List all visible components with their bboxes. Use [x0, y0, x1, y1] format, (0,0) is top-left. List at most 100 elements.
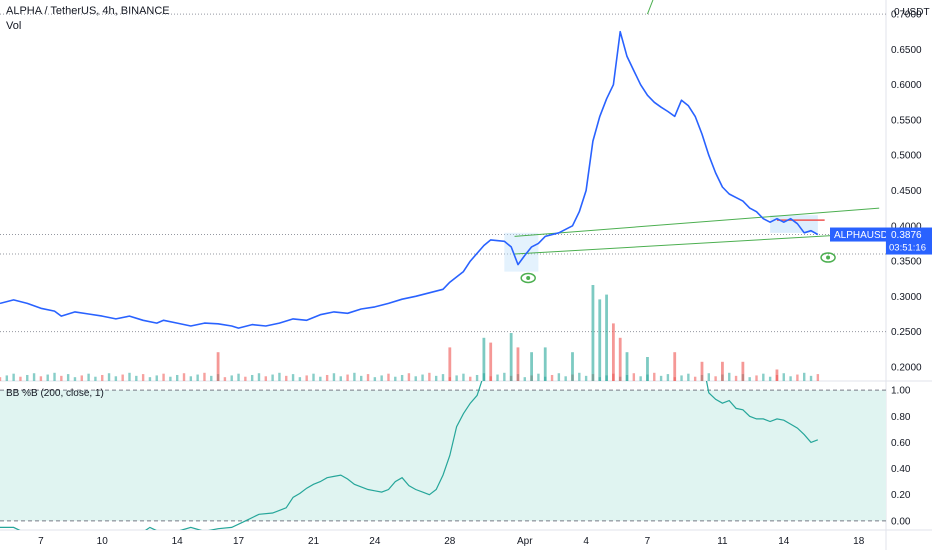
- price-tick-label: 0.6500: [891, 45, 922, 56]
- time-tick-label: 7: [645, 536, 651, 547]
- volume-bar: [237, 373, 240, 381]
- volume-bar: [223, 377, 227, 381]
- volume-bar: [73, 377, 77, 381]
- volume-bar: [571, 352, 574, 381]
- volume-bar: [707, 373, 710, 381]
- time-tick-label: 17: [233, 536, 245, 547]
- price-tick-label: 0.6000: [891, 80, 922, 91]
- volume-bar: [496, 374, 499, 381]
- time-tick-label: 24: [369, 536, 381, 547]
- volume-bar: [605, 294, 608, 381]
- volume-bar: [332, 373, 336, 381]
- price-tick-label: 0.4000: [891, 221, 922, 232]
- symbol-title[interactable]: ALPHA / TetherUS, 4h, BINANCE: [6, 5, 170, 17]
- volume-bar: [625, 352, 629, 381]
- volume-bar: [503, 372, 506, 381]
- time-tick-label: 14: [172, 536, 184, 547]
- bbp-tick-label: 0.80: [891, 412, 911, 423]
- price-unit-label[interactable]: 0 USDT: [894, 7, 930, 18]
- volume-bar: [216, 352, 220, 381]
- volume-bar: [659, 375, 663, 381]
- volume-bar: [155, 375, 158, 381]
- volume-bar: [434, 375, 438, 381]
- volume-bar: [714, 376, 717, 381]
- volume-bar: [244, 376, 247, 381]
- volume-bar: [60, 375, 63, 381]
- volume-bar: [360, 375, 363, 381]
- volume-bar: [250, 374, 254, 381]
- bbp-band-fill: [0, 390, 886, 521]
- volume-bar: [141, 374, 145, 381]
- volume-bar: [346, 374, 349, 381]
- volume-bar: [0, 377, 2, 381]
- bbp-tick-label: 0.40: [891, 464, 911, 475]
- volume-bar: [298, 377, 302, 381]
- volume-bar: [653, 372, 656, 381]
- volume-bar: [803, 372, 806, 381]
- volume-bar: [114, 376, 118, 381]
- volume-bar: [305, 375, 308, 381]
- volume-bar: [46, 374, 49, 381]
- time-tick-label: 4: [583, 536, 589, 547]
- volume-bar: [39, 376, 43, 381]
- trendline[interactable]: [514, 232, 880, 255]
- volume-bar: [169, 376, 172, 381]
- volume-bar: [196, 374, 199, 381]
- trendline[interactable]: [646, 0, 674, 15]
- volume-bar: [107, 373, 111, 381]
- volume-bar: [584, 375, 588, 381]
- time-tick-label: 7: [38, 536, 44, 547]
- volume-bar: [557, 373, 561, 381]
- volume-bar: [121, 374, 124, 381]
- volume-bar: [734, 375, 738, 381]
- volume-bar: [578, 372, 581, 381]
- volume-bar: [509, 333, 513, 381]
- bbp-line[interactable]: [0, 312, 498, 541]
- eye-icon[interactable]: [820, 252, 836, 263]
- volume-legend[interactable]: Vol: [6, 20, 22, 32]
- volume-bar: [475, 374, 479, 381]
- volume-bar: [537, 373, 540, 381]
- volume-bar: [618, 337, 622, 381]
- volume-bar: [319, 376, 322, 381]
- volume-bar: [19, 376, 22, 381]
- eye-icon[interactable]: [520, 272, 536, 284]
- volume-bar: [12, 373, 15, 381]
- volume-bar: [721, 361, 724, 381]
- price-tag-value: 0.3876: [891, 230, 922, 241]
- volume-bar: [516, 347, 520, 381]
- volume-bar: [312, 373, 315, 381]
- volume-bar: [673, 352, 677, 381]
- volume-bar: [325, 374, 329, 381]
- trendline[interactable]: [514, 207, 880, 237]
- volume-bar: [796, 374, 799, 381]
- price-tick-label: 0.4500: [891, 186, 922, 197]
- volume-bar: [639, 376, 642, 381]
- bbp-line[interactable]: [702, 358, 819, 444]
- volume-bar: [189, 376, 193, 381]
- volume-bar: [353, 372, 356, 381]
- volume-bar: [700, 361, 704, 381]
- volume-bar: [5, 375, 9, 381]
- symbol-tag[interactable]: [830, 227, 886, 242]
- volume-bar: [755, 375, 758, 381]
- bbp-tick-label: 0.60: [891, 438, 911, 449]
- volume-bar: [564, 376, 567, 381]
- price-tick-label: 0.7000: [891, 10, 922, 21]
- volume-bar: [482, 337, 486, 381]
- indicator-label[interactable]: BB %B (200, close, 1): [6, 388, 104, 399]
- volume-bar: [768, 376, 772, 381]
- highlight-zone: [504, 232, 539, 272]
- volume-bar: [680, 375, 683, 381]
- price-tag[interactable]: [886, 227, 932, 255]
- volume-bar: [816, 374, 820, 381]
- time-tick-label: 18: [853, 536, 865, 547]
- volume-bar: [182, 373, 186, 381]
- volume-bar: [421, 374, 424, 381]
- price-line[interactable]: [0, 30, 819, 329]
- volume-bar: [128, 372, 131, 381]
- volume-bar: [741, 361, 745, 381]
- volume-bar: [291, 374, 295, 381]
- volume-bar: [632, 373, 636, 381]
